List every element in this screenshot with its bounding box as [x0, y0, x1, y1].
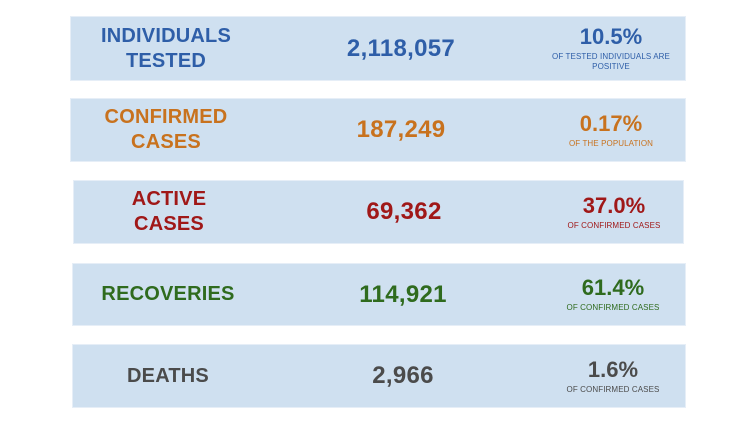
- stat-value: 114,921: [359, 280, 447, 308]
- stat-percent: 10.5%: [579, 24, 643, 49]
- stat-label: INDIVIDUALS TESTED: [71, 17, 261, 80]
- stat-percent: 37.0%: [582, 192, 646, 218]
- stat-value-cell: 2,966: [288, 345, 518, 407]
- stat-card-individuals-tested: INDIVIDUALS TESTED 2,118,057 10.5% OF TE…: [71, 17, 685, 80]
- stat-label-line: INDIVIDUALS: [101, 24, 231, 47]
- stat-percent: 1.6%: [587, 356, 639, 382]
- stat-label: DEATHS: [73, 345, 263, 407]
- stat-value-cell: 2,118,057: [286, 17, 516, 80]
- stat-label: ACTIVE CASES: [74, 181, 264, 243]
- stat-label-line: DEATHS: [127, 364, 209, 387]
- stat-note: OF THE POPULATION: [568, 138, 654, 148]
- stat-value-cell: 69,362: [289, 181, 519, 243]
- stat-value: 2,966: [372, 362, 434, 389]
- stat-percent: 61.4%: [581, 275, 645, 300]
- stat-label-line: CASES: [134, 213, 204, 235]
- stat-label-line: CASES: [131, 131, 201, 153]
- stat-label-line: ACTIVE: [131, 188, 207, 210]
- stat-value-cell: 187,249: [286, 99, 516, 161]
- stat-label: RECOVERIES: [73, 264, 263, 325]
- stat-percent-cell: 10.5% OF TESTED INDIVIDUALS ARE POSITIVE: [541, 17, 681, 80]
- stat-card-deaths: DEATHS 2,966 1.6% OF CONFIRMED CASES: [73, 345, 685, 407]
- stat-value: 187,249: [356, 116, 446, 143]
- stat-value-cell: 114,921: [288, 264, 518, 325]
- stat-percent-cell: 37.0% OF CONFIRMED CASES: [544, 181, 684, 243]
- stat-card-recoveries: RECOVERIES 114,921 61.4% OF CONFIRMED CA…: [73, 264, 685, 325]
- stat-percent-cell: 61.4% OF CONFIRMED CASES: [543, 264, 683, 325]
- stat-value: 2,118,057: [346, 34, 456, 62]
- stat-note: OF CONFIRMED CASES: [566, 384, 660, 394]
- stat-percent-cell: 0.17% OF THE POPULATION: [541, 99, 681, 161]
- stat-percent-cell: 1.6% OF CONFIRMED CASES: [543, 345, 683, 407]
- stat-value: 69,362: [366, 198, 442, 225]
- stat-label-line: RECOVERIES: [101, 283, 235, 305]
- stat-note: OF CONFIRMED CASES: [566, 303, 660, 312]
- stat-note: OF TESTED INDIVIDUALS ARE: [552, 52, 670, 61]
- stat-label: CONFIRMED CASES: [71, 99, 261, 161]
- stat-percent: 0.17%: [579, 110, 643, 136]
- stat-note: OF CONFIRMED CASES: [567, 220, 661, 230]
- stat-label-line: CONFIRMED: [104, 106, 228, 128]
- stat-card-active-cases: ACTIVE CASES 69,362 37.0% OF CONFIRMED C…: [74, 181, 683, 243]
- stat-card-confirmed-cases: CONFIRMED CASES 187,249 0.17% OF THE POP…: [71, 99, 685, 161]
- stat-note: POSITIVE: [592, 62, 630, 71]
- stat-label-line: TESTED: [125, 49, 207, 72]
